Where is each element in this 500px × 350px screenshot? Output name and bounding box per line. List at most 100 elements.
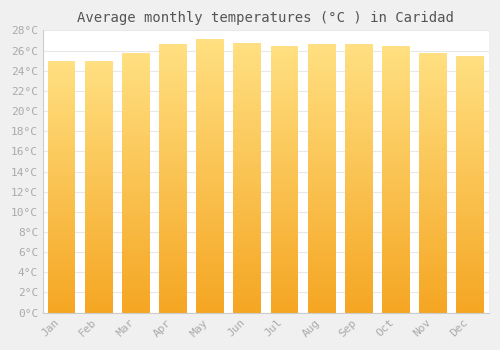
Bar (456, 175, 484, 178)
Bar (122, 95, 150, 98)
Bar (419, 290, 447, 293)
Bar (85, 61, 112, 64)
Bar (382, 89, 410, 92)
Bar (270, 266, 298, 269)
Bar (48, 152, 76, 155)
Bar (345, 232, 373, 235)
Bar (196, 169, 224, 172)
Bar (122, 137, 150, 140)
Bar (122, 166, 150, 170)
Bar (159, 282, 187, 286)
Bar (234, 97, 262, 100)
Bar (419, 257, 447, 261)
Bar (345, 302, 373, 306)
Bar (419, 209, 447, 212)
Bar (48, 202, 76, 205)
Bar (85, 152, 112, 155)
Bar (345, 91, 373, 94)
Bar (159, 145, 187, 148)
Bar (122, 199, 150, 202)
Bar (270, 46, 298, 49)
Bar (85, 309, 112, 313)
Bar (122, 88, 150, 92)
Bar (308, 161, 336, 164)
Bar (382, 126, 410, 129)
Bar (456, 146, 484, 149)
Bar (122, 131, 150, 134)
Bar (419, 274, 447, 277)
Bar (308, 84, 336, 87)
Bar (419, 121, 447, 124)
Bar (85, 108, 112, 111)
Bar (48, 196, 76, 199)
Bar (196, 114, 224, 117)
Bar (382, 142, 410, 146)
Bar (419, 231, 447, 235)
Bar (419, 79, 447, 82)
Bar (159, 124, 187, 128)
Bar (382, 59, 410, 62)
Bar (85, 89, 112, 92)
Bar (456, 306, 484, 309)
Bar (308, 282, 336, 286)
Bar (456, 62, 484, 65)
Bar (234, 215, 262, 218)
Bar (85, 221, 112, 224)
Bar (48, 237, 76, 240)
Bar (270, 122, 298, 126)
Bar (159, 168, 187, 172)
Bar (382, 179, 410, 182)
Bar (456, 75, 484, 78)
Bar (159, 84, 187, 87)
Bar (270, 259, 298, 262)
Bar (159, 77, 187, 80)
Bar (419, 92, 447, 95)
Bar (456, 59, 484, 62)
Bar (270, 152, 298, 156)
Bar (122, 108, 150, 111)
Bar (308, 87, 336, 91)
Bar (382, 223, 410, 226)
Bar (382, 299, 410, 303)
Bar (122, 274, 150, 277)
Bar (270, 96, 298, 99)
Bar (122, 134, 150, 137)
Bar (419, 98, 447, 102)
Bar (456, 194, 484, 197)
Bar (234, 43, 262, 46)
Bar (85, 124, 112, 127)
Bar (382, 176, 410, 179)
Bar (345, 181, 373, 185)
Bar (196, 289, 224, 292)
Bar (270, 246, 298, 249)
Bar (456, 261, 484, 265)
Bar (122, 98, 150, 102)
Bar (196, 59, 224, 63)
Bar (382, 82, 410, 86)
Bar (196, 69, 224, 73)
Bar (270, 256, 298, 259)
Bar (345, 299, 373, 302)
Bar (308, 252, 336, 256)
Bar (48, 117, 76, 120)
Bar (48, 130, 76, 133)
Bar (382, 56, 410, 59)
Bar (270, 303, 298, 306)
Bar (419, 65, 447, 69)
Bar (234, 46, 262, 49)
Bar (270, 89, 298, 92)
Bar (382, 303, 410, 306)
Bar (48, 256, 76, 259)
Bar (234, 60, 262, 63)
Bar (85, 287, 112, 290)
Bar (122, 121, 150, 124)
Bar (159, 155, 187, 158)
Bar (48, 79, 76, 83)
Bar (122, 309, 150, 313)
Bar (196, 165, 224, 169)
Bar (234, 171, 262, 174)
Bar (382, 119, 410, 122)
Bar (48, 215, 76, 218)
Bar (419, 205, 447, 209)
Bar (159, 138, 187, 141)
